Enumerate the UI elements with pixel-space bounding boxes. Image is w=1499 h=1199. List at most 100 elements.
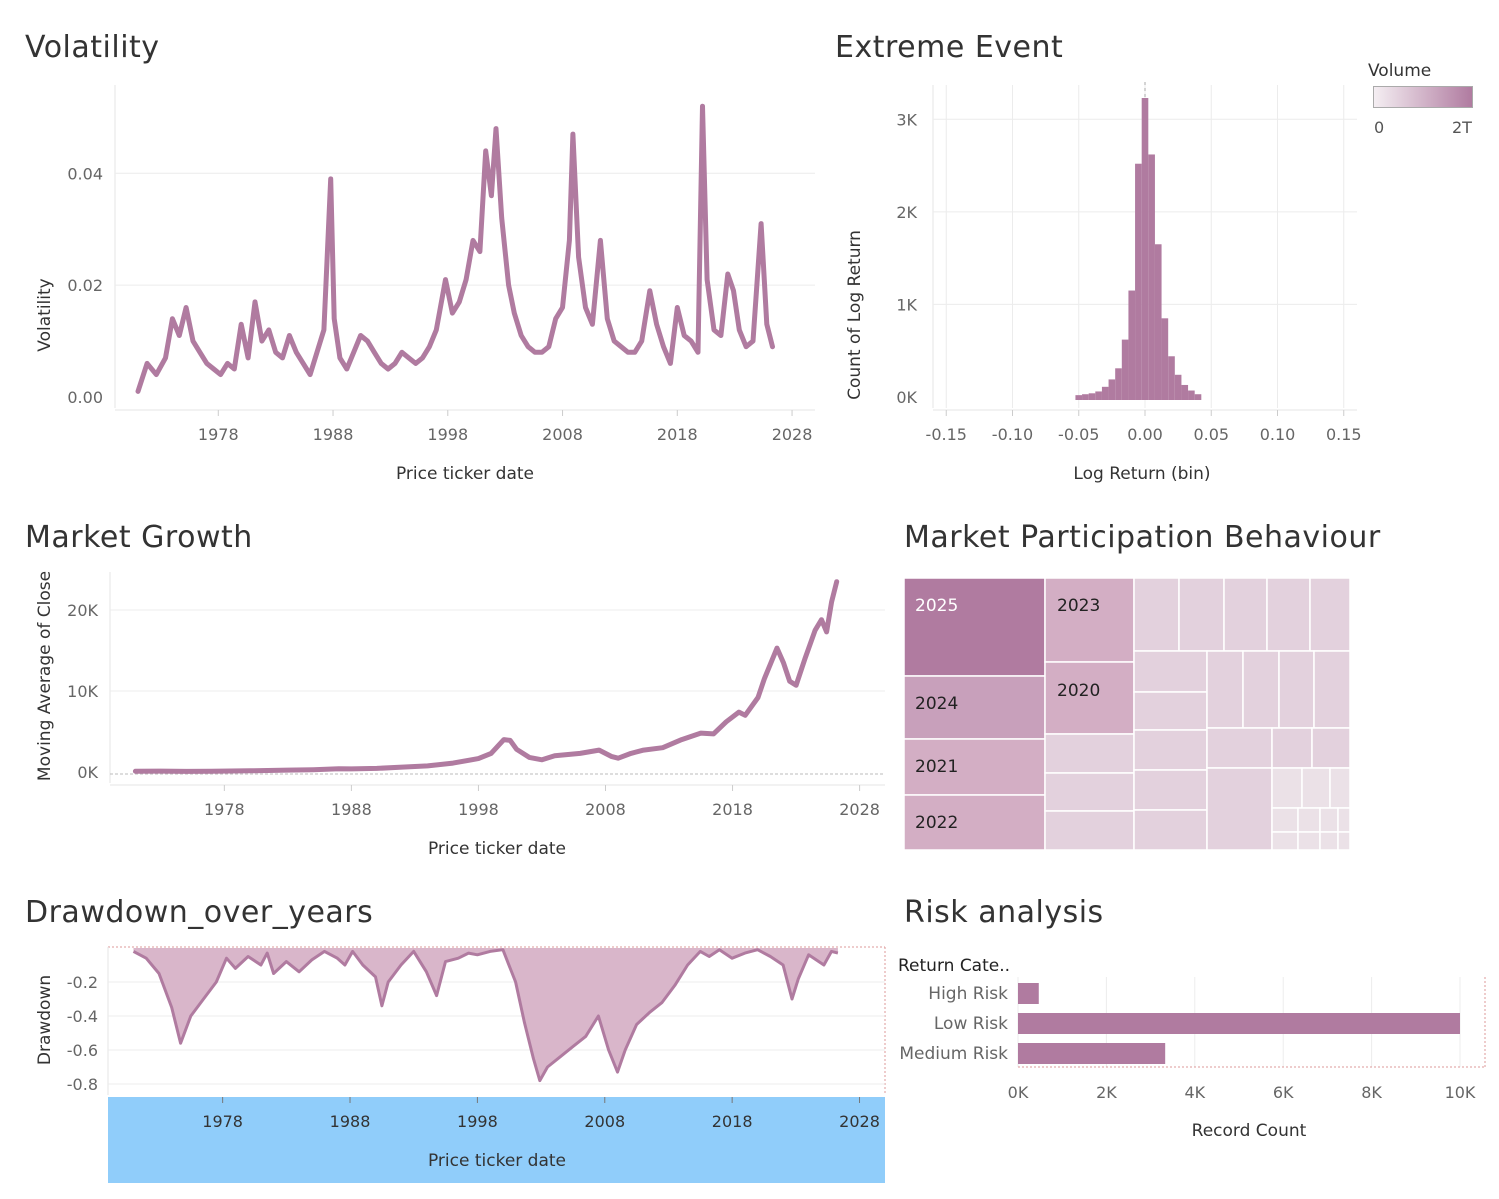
- extreme-event-y-tick: 3K: [896, 110, 917, 129]
- extreme-event-bar: [1128, 290, 1136, 400]
- drawdown-x-tick: 1988: [330, 1112, 371, 1131]
- extreme-event-y-tick: 1K: [896, 295, 917, 314]
- drawdown-chart: Drawdown Price ticker date -0.2 -0.4 -0.6 -…: [35, 946, 886, 1171]
- market-growth-x-tick: 1998: [458, 800, 499, 819]
- market-growth-y-axis-label: Moving Average of Close: [35, 571, 55, 781]
- volatility-y-tick: 0.02: [67, 276, 103, 295]
- treemap-cell: [904, 578, 1046, 677]
- risk-x-tick: 4K: [1184, 1083, 1205, 1102]
- treemap-cell: [1313, 650, 1350, 729]
- drawdown-y-tick: -0.4: [67, 1007, 98, 1026]
- treemap-cell: [1044, 810, 1135, 850]
- drawdown-x-tick: 1978: [202, 1112, 243, 1131]
- drawdown-x-tick: 2028: [839, 1112, 880, 1131]
- volatility-x-tick: 1988: [313, 425, 354, 444]
- volatility-x-tick: 1978: [198, 425, 239, 444]
- treemap-cell: [1271, 767, 1303, 809]
- treemap-cell: [1297, 807, 1321, 833]
- treemap-cell: [1133, 729, 1208, 771]
- market-growth-series-line: [132, 579, 840, 774]
- treemap-cell: [1278, 650, 1315, 729]
- extreme-event-bar: [1101, 386, 1109, 400]
- treemap-cell: [1271, 727, 1313, 769]
- drawdown-y-axis-label: Drawdown: [35, 975, 55, 1065]
- treemap-cell: [1242, 650, 1280, 729]
- treemap-label-2020: 2020: [1057, 681, 1100, 701]
- treemap-cell: [1271, 807, 1299, 833]
- extreme-event-bar: [1075, 395, 1083, 400]
- market-growth-x-tick: 1988: [331, 800, 372, 819]
- extreme-event-x-tick: -0.10: [992, 425, 1033, 444]
- treemap-cell: [1319, 807, 1339, 833]
- drawdown-x-axis-band: [108, 1097, 885, 1183]
- treemap-cell: [1133, 650, 1208, 693]
- extreme-event-title: Extreme Event: [835, 30, 1064, 65]
- drawdown-y-tick: -0.2: [67, 973, 98, 992]
- treemap-cell: [1044, 772, 1135, 812]
- treemap-cell: [1337, 807, 1350, 833]
- volatility-x-tick: 2028: [772, 425, 813, 444]
- volatility-x-axis-label: Price ticker date: [396, 464, 534, 484]
- risk-category-label: High Risk: [928, 984, 1008, 1004]
- market-growth-x-tick: 2018: [712, 800, 753, 819]
- market-growth-y-tick: 10K: [67, 682, 98, 701]
- treemap-cell: [1271, 831, 1299, 850]
- risk-bar: [1018, 1043, 1166, 1064]
- drawdown-y-tick: -0.6: [67, 1041, 98, 1060]
- extreme-event-bar: [1135, 163, 1142, 400]
- extreme-event-bar: [1088, 393, 1096, 400]
- risk-analysis-chart: Return Cate.. Record Count 0K 2K 4K 6K 8K 10K…: [898, 956, 1486, 1141]
- extreme-event-y-tick: 2K: [896, 203, 917, 222]
- risk-x-tick: 8K: [1361, 1083, 1382, 1102]
- volatility-x-tick: 2018: [657, 425, 698, 444]
- extreme-event-x-tick: 0.10: [1260, 425, 1296, 444]
- treemap-cell: [904, 794, 1046, 850]
- treemap-label-2021: 2021: [915, 757, 958, 777]
- treemap-cell: [1297, 831, 1321, 850]
- extreme-event-x-tick: -0.15: [926, 425, 967, 444]
- treemap-cell: [1133, 769, 1208, 811]
- treemap-label-2022: 2022: [915, 813, 958, 833]
- volatility-y-tick: 0.04: [67, 164, 103, 183]
- treemap-label-2024: 2024: [915, 694, 958, 714]
- market-growth-x-tick: 1978: [204, 800, 245, 819]
- treemap-cell: [1206, 767, 1273, 850]
- extreme-event-bar: [1168, 356, 1175, 400]
- extreme-event-y-tick: 0K: [896, 388, 917, 407]
- volatility-y-axis-label: Volatility: [35, 278, 55, 351]
- extreme-event-bar: [1108, 379, 1116, 400]
- market-growth-x-tick: 2008: [585, 800, 626, 819]
- treemap-cell: [1206, 650, 1244, 729]
- market-growth-chart: Moving Average of Close Price ticker dat…: [35, 571, 885, 859]
- extreme-event-bar: [1148, 154, 1155, 400]
- drawdown-x-tick: 2008: [584, 1112, 625, 1131]
- treemap-cell: [1133, 691, 1208, 731]
- extreme-event-bar: [1174, 374, 1182, 400]
- drawdown-title: Drawdown_over_years: [25, 895, 374, 930]
- risk-category-header: Return Cate..: [898, 956, 1010, 976]
- risk-bar: [1018, 1013, 1460, 1034]
- drawdown-y-tick: -0.8: [67, 1075, 98, 1094]
- treemap-cell: [1301, 767, 1331, 809]
- extreme-event-bar: [1161, 318, 1169, 400]
- volatility-y-tick: 0.00: [67, 388, 103, 407]
- treemap-cell: [1133, 809, 1208, 850]
- treemap-cell: [1329, 767, 1350, 809]
- extreme-event-bar: [1115, 368, 1122, 400]
- volatility-x-tick: 2008: [542, 425, 583, 444]
- treemap-cell: [1206, 727, 1273, 769]
- treemap-cell: [1309, 578, 1350, 652]
- drawdown-x-tick: 1998: [457, 1112, 498, 1131]
- extreme-event-bar: [1194, 394, 1202, 400]
- market-growth-title: Market Growth: [25, 520, 253, 555]
- risk-category-label: Medium Risk: [899, 1044, 1008, 1064]
- extreme-event-y-axis-label: Count of Log Return: [845, 230, 865, 400]
- volatility-chart: Volatility Price ticker date 0.00 0.02 0.0…: [35, 85, 815, 484]
- volatility-title: Volatility: [25, 30, 160, 65]
- treemap-cell: [1337, 831, 1350, 850]
- market-participation-title: Market Participation Behaviour: [904, 520, 1381, 555]
- treemap-cell: [1044, 733, 1135, 774]
- extreme-event-bar: [1082, 394, 1089, 400]
- extreme-event-x-axis-label: Log Return (bin): [1073, 464, 1210, 484]
- extreme-event-x-tick: 0.00: [1127, 425, 1163, 444]
